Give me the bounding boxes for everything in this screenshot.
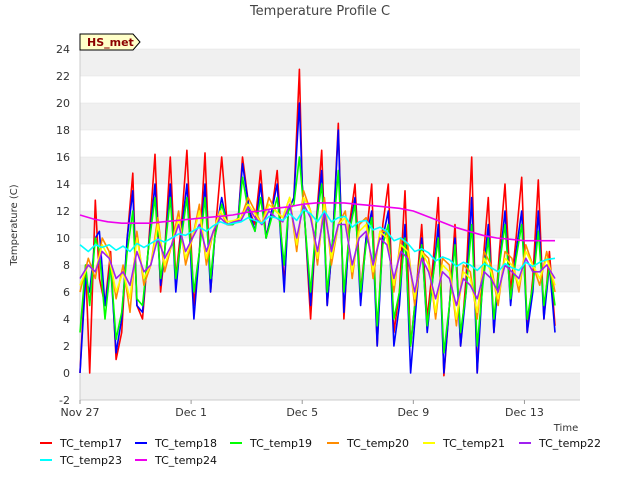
legend-label: TC_temp24: [154, 454, 217, 467]
y-tick-label: 22: [56, 70, 70, 83]
y-tick-label: 20: [56, 97, 70, 110]
y-tick-label: 24: [56, 43, 70, 56]
series-line-tc-temp22: [79, 203, 556, 307]
x-tick-label: Dec 1: [175, 406, 207, 419]
x-tick-label: Dec 9: [397, 406, 429, 419]
legend-label: TC_temp20: [346, 437, 409, 450]
x-axis-label: Time: [553, 423, 578, 434]
series-line-tc-temp24: [79, 202, 555, 242]
grid-band: [80, 211, 580, 238]
y-tick-label: 12: [56, 205, 70, 218]
legend: TC_temp17 TC_temp18 TC_temp19 TC_temp20 TC_t…: [40, 437, 601, 467]
grid-band: [80, 103, 580, 130]
y-tick-label: 18: [56, 124, 70, 137]
x-tick-label: Dec 13: [505, 406, 544, 419]
y-tick-label: 0: [63, 367, 70, 380]
y-tick-label: 2: [63, 340, 70, 353]
series-lines: [79, 68, 556, 377]
y-tick-label: 16: [56, 151, 70, 164]
y-tick-label: 6: [63, 286, 70, 299]
legend-label: TC_temp22: [538, 437, 601, 450]
plot-background: [79, 48, 580, 401]
grid-band: [80, 157, 580, 184]
x-tick-label: Nov 27: [61, 406, 100, 419]
x-tick-label: Dec 5: [286, 406, 318, 419]
legend-label: TC_temp23: [59, 454, 122, 467]
badge-shape: [79, 33, 141, 51]
y-tick-label: 14: [56, 178, 70, 191]
y-axis-label: Temperature (C): [9, 184, 20, 266]
legend-label: TC_temp21: [442, 437, 505, 450]
y-tick-label: 10: [56, 232, 70, 245]
hs-met-badge: HS_met: [79, 33, 141, 51]
legend-label: TC_temp17: [59, 437, 122, 450]
series-line-tc-temp23: [79, 208, 556, 273]
grid-band: [80, 49, 580, 76]
legend-label: TC_temp18: [154, 437, 217, 450]
grid-band: [80, 319, 580, 346]
y-tick-label: -2: [59, 394, 70, 407]
badge-label: HS_met: [87, 36, 134, 49]
chart-title: Temperature Profile C: [249, 4, 390, 19]
y-tick-label: 4: [63, 313, 70, 326]
x-axis-ticks: Nov 27 Dec 1 Dec 5 Dec 9 Dec 13: [61, 400, 544, 419]
legend-label: TC_temp19: [249, 437, 312, 450]
grid-band: [80, 373, 580, 400]
y-tick-label: 8: [63, 259, 70, 272]
series-line-tc-temp21: [79, 196, 556, 320]
